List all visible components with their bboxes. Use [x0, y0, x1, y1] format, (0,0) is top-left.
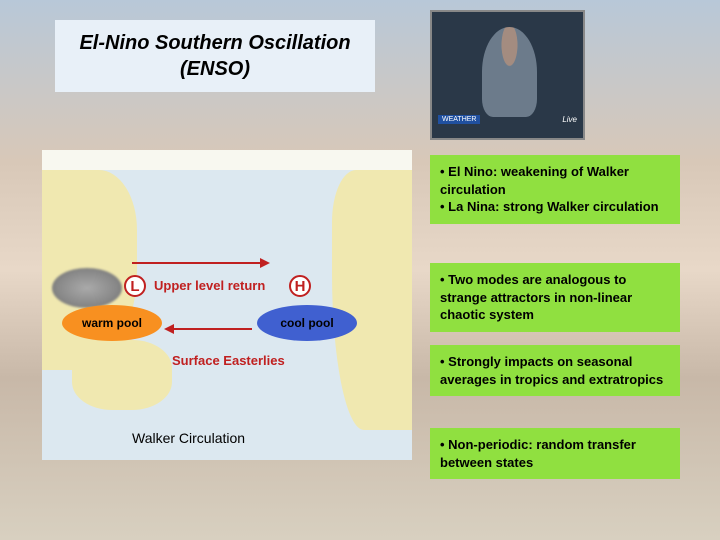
bullet-nonperiodic: • Non-periodic: random transfer between … — [430, 428, 680, 479]
landmass-australia — [72, 340, 172, 410]
landmass-americas — [332, 170, 412, 430]
walker-circulation-map: L H Upper level return warm pool cool po… — [42, 150, 412, 460]
low-pressure-marker: L — [124, 275, 146, 297]
bullet-attractors: • Two modes are analogous to strange att… — [430, 263, 680, 332]
channel-banner: WEATHER — [438, 115, 480, 124]
surface-easterlies-label: Surface Easterlies — [172, 353, 285, 368]
person-silhouette — [482, 27, 537, 117]
page-title: El-Nino Southern Oscillation (ENSO) — [55, 20, 375, 92]
bullet-impacts: • Strongly impacts on seasonal averages … — [430, 345, 680, 396]
high-pressure-marker: H — [289, 275, 311, 297]
surface-easterlies-arrow — [172, 328, 252, 330]
warm-pool-label: warm pool — [62, 305, 162, 341]
cloud-icon — [52, 268, 122, 308]
upper-return-arrow — [132, 262, 262, 264]
map-caption: Walker Circulation — [132, 430, 245, 446]
bullet-elnino-lanina: • El Nino: weakening of Walker circulati… — [430, 155, 680, 224]
tv-still-image: WEATHER Live — [430, 10, 585, 140]
live-badge: Live — [562, 115, 577, 124]
upper-level-label: Upper level return — [154, 278, 265, 293]
cool-pool-label: cool pool — [257, 305, 357, 341]
